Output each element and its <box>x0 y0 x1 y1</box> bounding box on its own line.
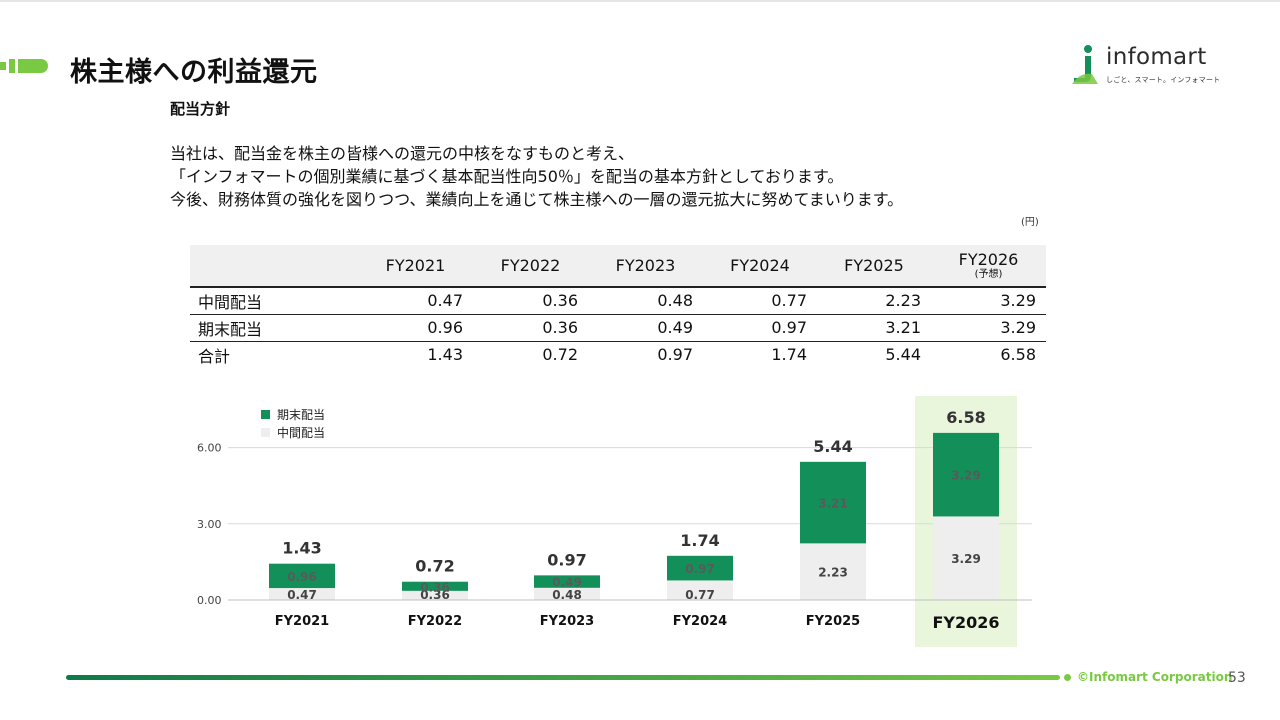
top-rule <box>0 0 1280 2</box>
legend-swatch <box>261 410 270 419</box>
table-cell: 0.77 <box>703 287 817 315</box>
table-header-row: FY2021 FY2022 FY2023 FY2024 FY2025 FY202… <box>190 245 1046 288</box>
company-logo: infomart しごと、スマート。インフォマート <box>1068 44 1238 88</box>
bar-total-label: 0.97 <box>547 550 586 569</box>
bar-total-label: 0.72 <box>415 557 454 576</box>
x-tick-label: FY2024 <box>673 614 727 629</box>
bar-value-label: 0.77 <box>685 588 715 602</box>
column-header: FY2025 <box>817 245 931 288</box>
table-cell: 3.29 <box>931 314 1046 342</box>
bar-segment-year-end <box>800 461 866 544</box>
bar-total-label: 1.74 <box>680 531 719 550</box>
table-cell: 5.44 <box>885 345 921 365</box>
table-cell: 1.43 <box>427 345 463 365</box>
copyright-text: ©Infomart Corporation <box>1077 670 1233 684</box>
bar-value-label: 0.97 <box>685 562 715 576</box>
table-cell: 0.97 <box>703 314 817 342</box>
bar-value-label: 0.96 <box>287 570 317 584</box>
forecast-note: (予想) <box>974 269 1003 280</box>
bar-segment-interim <box>667 580 733 600</box>
table-cell: 0.48 <box>588 287 703 315</box>
table-cell: 0.97 <box>657 345 693 365</box>
page-title: 株主様への利益還元 <box>70 57 318 88</box>
bar-value-label: 0.36 <box>420 588 450 602</box>
table-row: 期末配当 0.96 0.36 0.49 0.97 3.21 3.29 <box>190 314 1046 342</box>
y-tick-label: 6.00 <box>197 442 222 455</box>
table-cell: 0.49 <box>588 314 703 342</box>
dividend-table: FY2021 FY2022 FY2023 FY2024 FY2025 FY202… <box>190 245 1046 368</box>
column-header: FY2023 <box>588 245 703 288</box>
bar-value-label: 2.23 <box>818 566 848 580</box>
table-row: 中間配当 0.47 0.36 0.48 0.77 2.23 3.29 <box>190 287 1046 315</box>
bar-total-label: 5.44 <box>813 437 852 456</box>
column-header-forecast: FY2026 (予想) <box>931 245 1046 288</box>
section-title: 配当方針 <box>170 100 231 118</box>
table-cell: 3.29 <box>931 287 1046 315</box>
policy-text: 当社は、配当金を株主の皆様への還元の中核をなすものと考え、 「インフォマートの個… <box>170 142 903 211</box>
bar-value-label: 0.36 <box>420 580 450 594</box>
column-header: FY2024 <box>703 245 817 288</box>
x-tick-label: FY2023 <box>540 614 594 629</box>
bar-segment-interim <box>933 516 999 600</box>
bar-total-label: 6.58 <box>946 408 985 427</box>
x-tick-label: FY2021 <box>275 614 329 629</box>
bar-segment-year-end <box>933 432 999 517</box>
bar-segment-interim <box>534 587 600 600</box>
column-header: FY2022 <box>473 245 588 288</box>
bar-value-label: 0.49 <box>552 576 582 590</box>
row-label: 期末配当 <box>190 314 358 342</box>
logo-tagline: しごと、スマート。インフォマート <box>1106 76 1221 84</box>
table-cell: 0.72 <box>542 345 578 365</box>
table-row: 合計 1.43 0.72 0.97 1.74 5.44 6.58 <box>190 341 1046 368</box>
column-header-label: FY2026 <box>958 250 1019 269</box>
table-cell: 1.74 <box>771 345 807 365</box>
page-number: 53 <box>1228 670 1246 686</box>
row-label: 中間配当 <box>190 287 358 315</box>
table-cell: 2.23 <box>817 287 931 315</box>
footer-gradient-bar <box>66 675 1060 680</box>
legend-label: 期末配当 <box>277 408 325 422</box>
bar-value-label: 0.48 <box>552 588 582 602</box>
logo-wordmark: infomart <box>1106 44 1207 70</box>
table-corner-cell <box>190 245 358 288</box>
column-header: FY2021 <box>358 245 473 288</box>
footer-dot <box>1064 674 1071 681</box>
legend-swatch <box>261 428 270 437</box>
bar-total-label: 1.43 <box>282 539 321 558</box>
bar-segment-year-end <box>269 563 335 589</box>
row-label: 合計 <box>198 346 231 366</box>
bar-value-label: 0.47 <box>287 588 317 602</box>
policy-line: 「インフォマートの個別業績に基づく基本配当性向50％」を配当の基本方針としており… <box>170 167 844 186</box>
table-cell: 6.58 <box>1000 345 1036 365</box>
bar-value-label: 3.29 <box>951 552 981 566</box>
legend-label: 中間配当 <box>277 425 325 440</box>
bar-segment-year-end <box>534 575 600 588</box>
dividend-chart: 0.00 3.00 6.00 期末配当中間配当 0.47 0.96 1.43 FY2021 0.… <box>0 390 1280 660</box>
bar-segment-year-end <box>402 581 468 591</box>
x-tick-label: FY2025 <box>806 614 860 629</box>
bar-segment-interim <box>402 590 468 600</box>
table-cell: 3.21 <box>817 314 931 342</box>
unit-label: (円) <box>1021 217 1039 228</box>
table-cell: 0.36 <box>473 287 588 315</box>
x-tick-label: FY2022 <box>408 614 462 629</box>
policy-line: 今後、財務体質の強化を図りつつ、業績向上を通じて株主様への一層の還元拡大に努めて… <box>170 190 904 209</box>
table-cell: 0.47 <box>358 287 473 315</box>
title-accent-bar <box>0 57 48 75</box>
policy-line: 当社は、配当金を株主の皆様への還元の中核をなすものと考え、 <box>170 144 635 163</box>
logo-figure-icon <box>1072 45 1098 84</box>
table-cell: 0.96 <box>358 314 473 342</box>
bar-segment-interim <box>800 543 866 600</box>
x-tick-label: FY2026 <box>932 613 999 632</box>
bar-value-label: 3.21 <box>818 497 848 511</box>
y-tick-label: 0.00 <box>197 594 222 607</box>
y-tick-label: 3.00 <box>197 518 222 531</box>
bar-segment-interim <box>269 588 335 600</box>
bar-segment-year-end <box>667 555 733 581</box>
bar-value-label: 3.29 <box>951 469 981 483</box>
table-cell: 0.36 <box>473 314 588 342</box>
